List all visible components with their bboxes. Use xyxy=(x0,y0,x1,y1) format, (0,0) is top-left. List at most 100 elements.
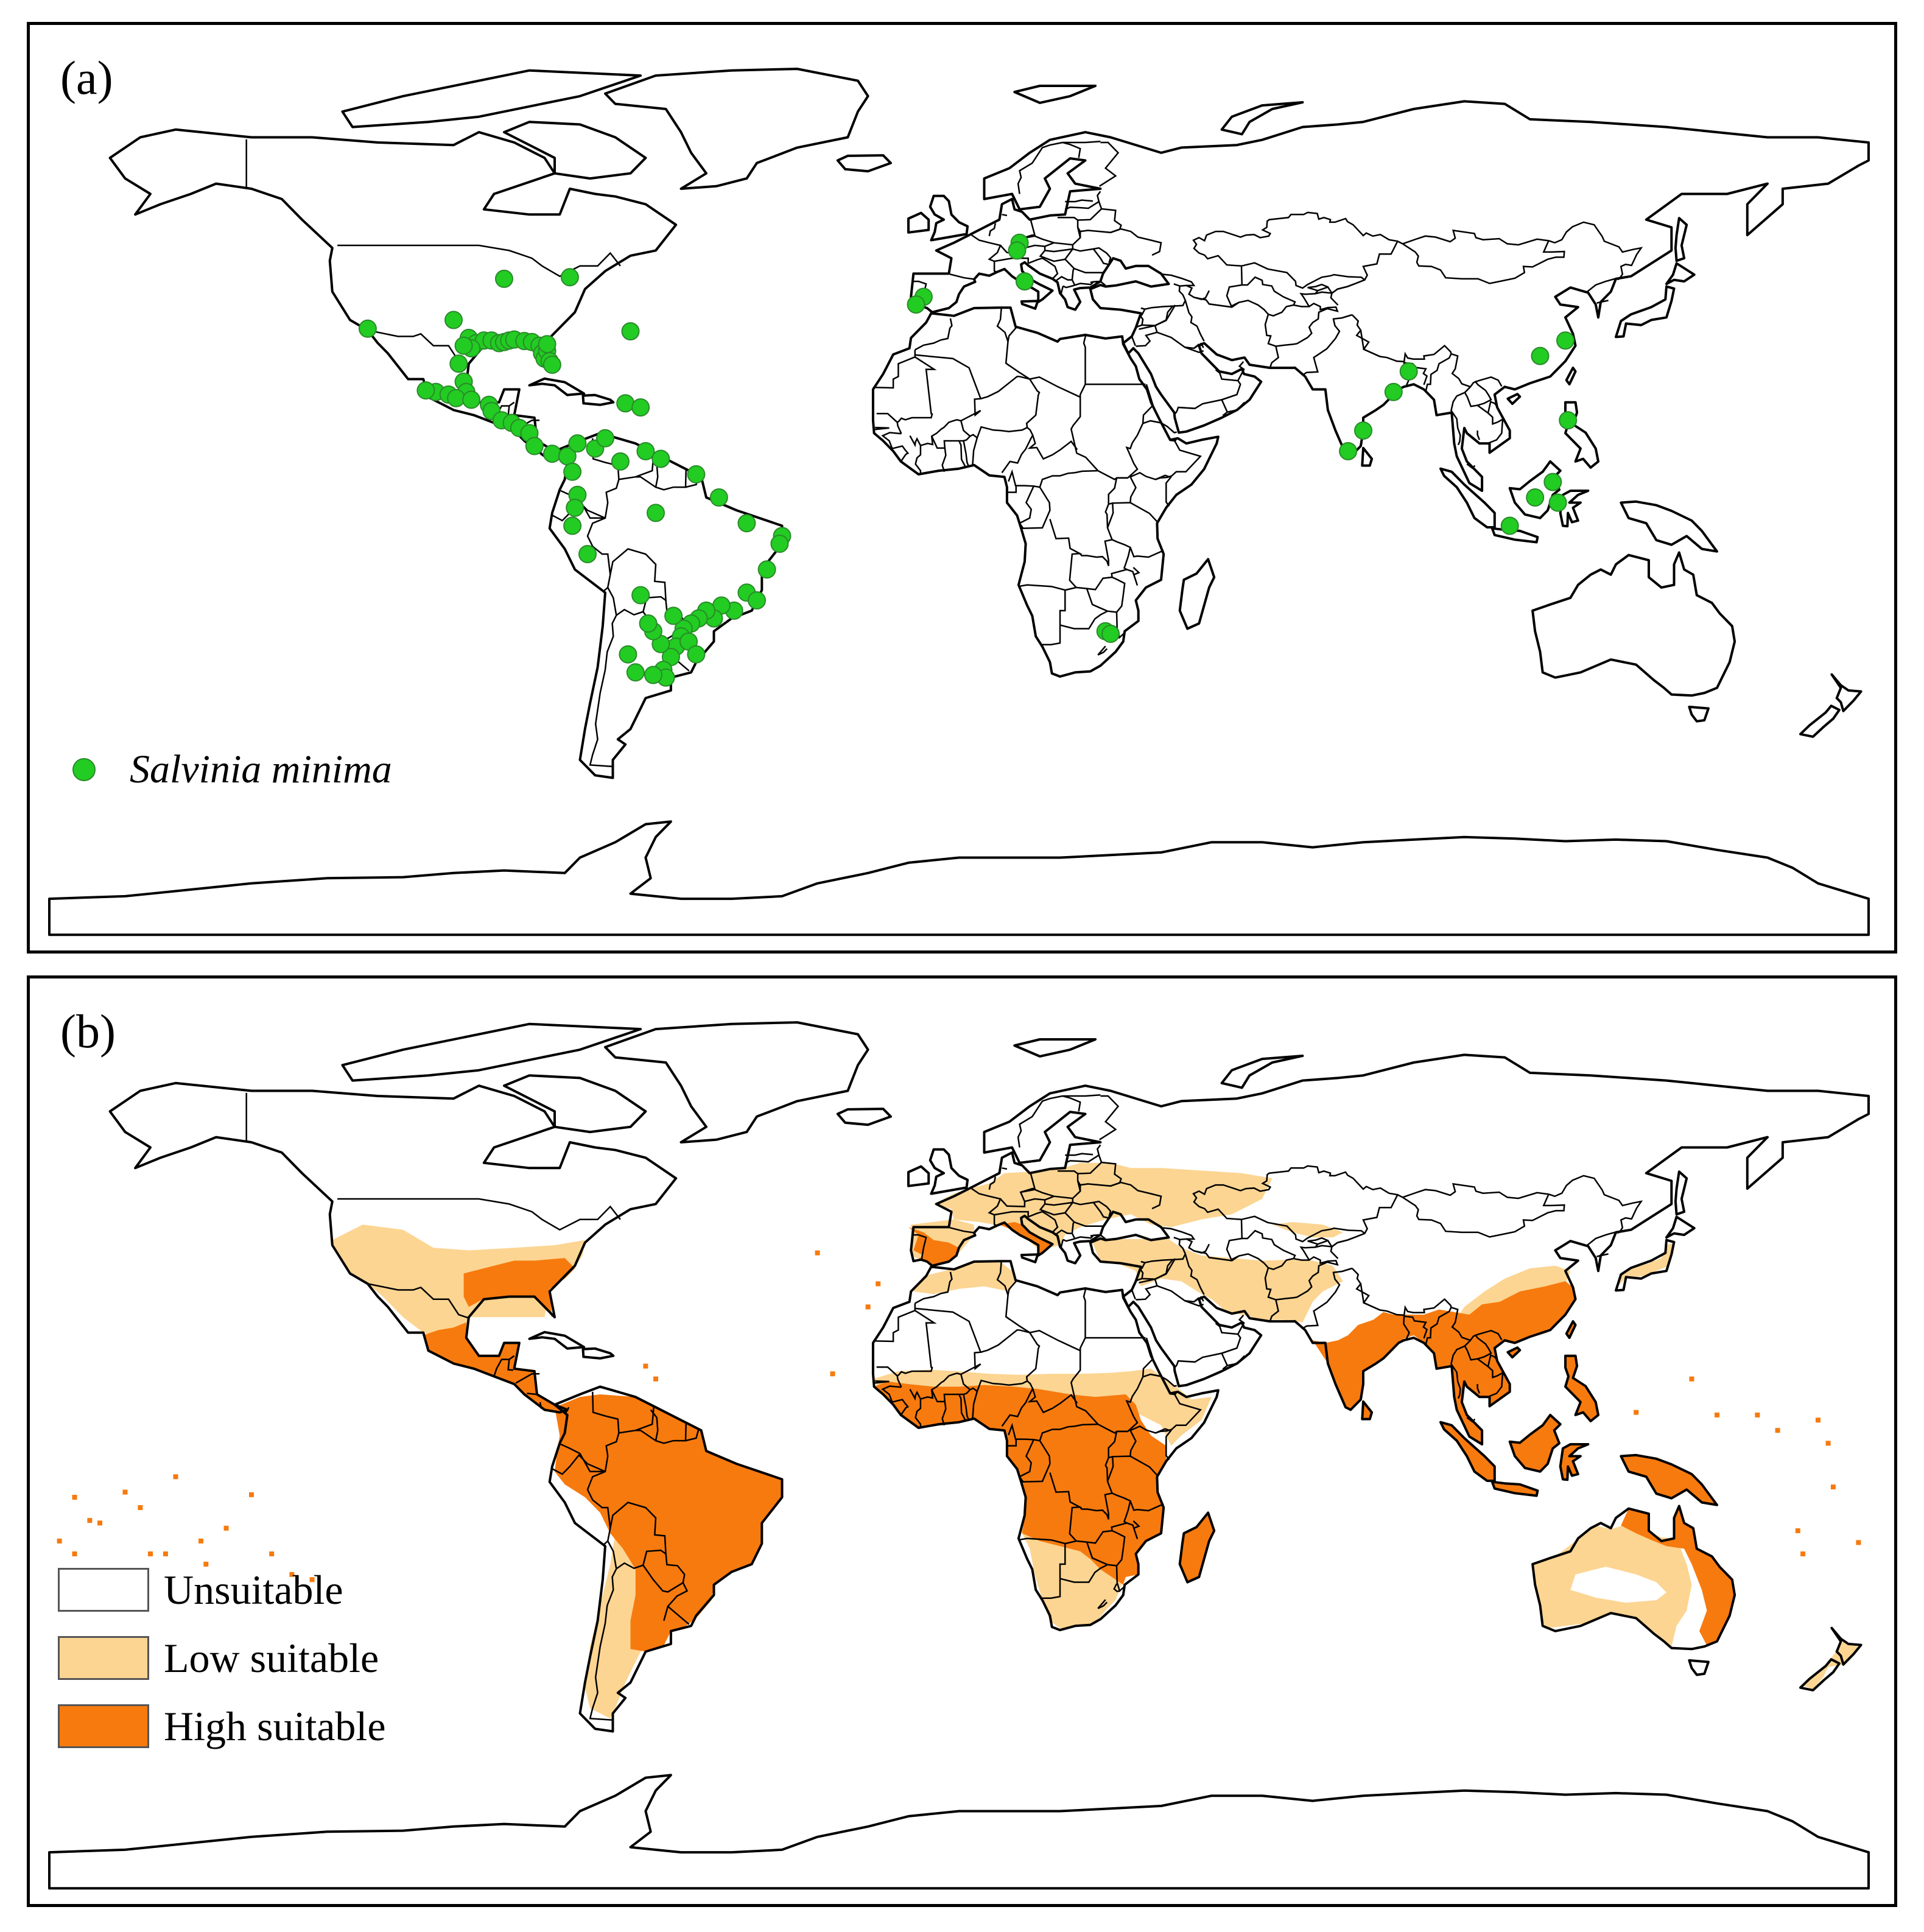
country-border xyxy=(1019,376,1041,428)
landmass-outline-svalbard xyxy=(1013,1038,1097,1058)
country-border xyxy=(1450,1345,1466,1399)
country-border xyxy=(1129,471,1172,507)
country-border xyxy=(1029,1329,1128,1434)
country-border xyxy=(881,1385,910,1416)
country-border xyxy=(1154,304,1176,326)
country-border xyxy=(1136,1278,1158,1301)
occurrence-point xyxy=(757,560,776,579)
country-border xyxy=(1059,1540,1076,1579)
legend-label-unsuitable: Unsuitable xyxy=(164,1566,343,1613)
country-border xyxy=(1293,1267,1353,1330)
country-border xyxy=(963,1394,969,1420)
country-border xyxy=(1155,1392,1202,1434)
occurrence-point xyxy=(1015,272,1034,291)
landmass-outline-cuba xyxy=(528,1330,586,1350)
island-suitability-dot xyxy=(1795,1528,1800,1533)
country-border xyxy=(1360,1284,1365,1303)
country-border xyxy=(874,426,890,430)
country-border xyxy=(1307,283,1329,292)
island-suitability-dot xyxy=(1775,1428,1780,1433)
country-border xyxy=(337,1198,621,1231)
country-border xyxy=(1062,1095,1081,1112)
country-border xyxy=(1099,141,1120,187)
landmass-outline-sumatra xyxy=(1439,1421,1496,1482)
country-border xyxy=(1017,1537,1066,1545)
country-border xyxy=(1184,1254,1205,1295)
landmass-outline-novaya-zemlya xyxy=(1220,1055,1304,1089)
island-suitability-dot xyxy=(830,1371,835,1377)
border-layer-b xyxy=(245,1092,1643,1721)
island-suitability-dot xyxy=(249,1492,254,1497)
country-border xyxy=(1090,1234,1106,1240)
world-map-b xyxy=(48,1021,1870,1890)
country-border xyxy=(527,1393,537,1396)
landmass-outline-australia xyxy=(1531,1505,1736,1651)
country-border xyxy=(1193,1297,1200,1302)
island-suitability-dot xyxy=(72,1551,77,1556)
country-border xyxy=(1193,1250,1269,1269)
country-border xyxy=(1065,1153,1094,1156)
occurrence-point xyxy=(907,295,925,314)
country-border xyxy=(1185,1238,1210,1254)
island-suitability-dot xyxy=(1856,1540,1861,1545)
country-border xyxy=(685,1428,700,1442)
country-border xyxy=(1170,438,1178,442)
country-border xyxy=(1140,1237,1187,1263)
country-border xyxy=(1330,1193,1403,1259)
country-border xyxy=(915,1271,953,1304)
landmass-outline-greenland xyxy=(604,1021,869,1143)
island-suitability-dot xyxy=(653,1376,658,1382)
landmass-new-zealand-n xyxy=(1830,673,1863,712)
island-suitability-dot xyxy=(876,1281,881,1287)
occurrence-point xyxy=(644,666,662,684)
island-suitability-dot xyxy=(1816,1417,1820,1423)
landmass-outline-hokkaido xyxy=(1665,1215,1696,1239)
legend-label-low: Low suitable xyxy=(164,1634,379,1681)
panel-label-b: (b) xyxy=(60,1005,116,1058)
country-border xyxy=(1064,258,1104,273)
country-border xyxy=(1000,1173,1036,1207)
high-suitable-zone xyxy=(1509,1414,1561,1472)
occurrence-point xyxy=(1354,421,1372,440)
high-suitable-zone xyxy=(1621,1506,1735,1646)
country-border xyxy=(960,420,971,437)
country-border xyxy=(1002,1167,1008,1170)
country-border xyxy=(1487,401,1498,413)
landmass-australia xyxy=(1531,551,1736,697)
country-border xyxy=(1464,1340,1504,1398)
land-layer-b xyxy=(48,1021,1870,1890)
country-border xyxy=(1062,1094,1101,1097)
country-border xyxy=(913,1234,927,1260)
occurrence-point xyxy=(611,452,630,471)
landmass-japan xyxy=(1615,285,1676,339)
country-border xyxy=(1018,485,1034,529)
legend-item-high: High suitable xyxy=(58,1692,386,1760)
occurrence-point xyxy=(1339,442,1358,460)
island-suitability-dot xyxy=(1689,1376,1694,1382)
island-suitability-dot xyxy=(97,1520,102,1526)
landmass-outline-japan xyxy=(1615,1238,1676,1292)
country-border xyxy=(367,1283,468,1319)
country-border xyxy=(1093,1200,1112,1217)
country-border xyxy=(1123,1500,1140,1539)
country-border xyxy=(1131,336,1136,346)
country-border xyxy=(960,1374,971,1391)
landmass-taiwan xyxy=(1565,367,1577,386)
country-border xyxy=(1363,348,1380,357)
country-border xyxy=(1307,1237,1329,1245)
occurrence-point xyxy=(626,663,645,682)
country-border xyxy=(1475,381,1492,406)
island-suitability-dot xyxy=(198,1538,203,1544)
occurrence-point xyxy=(566,498,585,517)
legend-item-unsuitable: Unsuitable xyxy=(58,1556,386,1624)
occurrence-point xyxy=(568,434,587,453)
country-border xyxy=(1086,1530,1126,1567)
country-border xyxy=(607,1502,667,1570)
occurrence-point xyxy=(651,449,670,468)
country-border xyxy=(1041,1578,1061,1599)
occurrence-point xyxy=(358,319,377,338)
country-border xyxy=(1079,383,1146,398)
country-border xyxy=(1072,1201,1109,1219)
country-border xyxy=(650,1409,674,1444)
country-border xyxy=(1476,1384,1481,1394)
